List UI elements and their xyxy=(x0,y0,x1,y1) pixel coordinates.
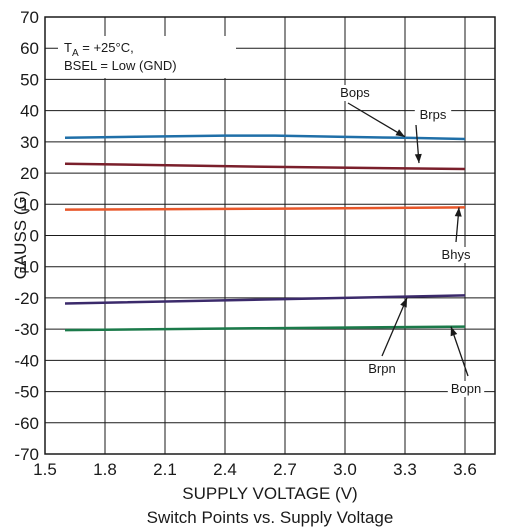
series-line-bopn xyxy=(64,325,466,332)
annotation-label-bops: Bops xyxy=(340,85,370,100)
series-line-bops xyxy=(64,134,466,141)
y-tick-label: -50 xyxy=(14,383,39,402)
conditions-line1-main: T xyxy=(64,40,72,55)
x-tick-label: 3.0 xyxy=(333,460,357,479)
x-tick-label: 2.4 xyxy=(213,460,237,479)
y-tick-label: 30 xyxy=(20,133,39,152)
x-tick-label: 3.6 xyxy=(453,460,477,479)
annotation-label-brpn: Brpn xyxy=(368,361,395,376)
series-line-brps xyxy=(64,162,466,171)
y-tick-label: 40 xyxy=(20,102,39,121)
y-axis-title: GAUSS (G) xyxy=(11,191,30,280)
annotation-label-brps: Brps xyxy=(420,107,447,122)
y-tick-label: -30 xyxy=(14,320,39,339)
series-line-bhys xyxy=(64,206,466,211)
y-tick-label: 20 xyxy=(20,164,39,183)
conditions-line2: BSEL = Low (GND) xyxy=(64,58,177,73)
annotation-arrow-bops xyxy=(347,102,406,138)
annotation-arrowhead-brpn xyxy=(400,297,407,308)
x-tick-label: 1.8 xyxy=(93,460,117,479)
annotation-arrow-brpn xyxy=(381,297,408,357)
y-tick-label: 0 xyxy=(30,227,39,246)
series-lines xyxy=(64,134,466,332)
annotation-label-bg xyxy=(363,361,401,377)
x-tick-label: 2.1 xyxy=(153,460,177,479)
y-tick-label: 70 xyxy=(20,8,39,27)
x-tick-labels: 1.5 1.8 2.1 2.4 2.7 3.0 3.3 3.6 xyxy=(33,460,477,479)
annotation-label-bg xyxy=(447,381,485,397)
conditions-line1: TA = +25°C, xyxy=(64,40,134,59)
conditions-box xyxy=(58,36,236,78)
annotation-arrowhead-bopn xyxy=(450,326,458,337)
annotation-label-bg xyxy=(437,247,475,263)
conditions-line1-sub: A xyxy=(72,48,79,59)
chart-title: Switch Points vs. Supply Voltage xyxy=(147,508,394,527)
y-tick-label: -60 xyxy=(14,414,39,433)
x-axis-title: SUPPLY VOLTAGE (V) xyxy=(182,484,357,503)
x-tick-label: 1.5 xyxy=(33,460,57,479)
y-tick-label: -20 xyxy=(14,289,39,308)
annotations: Bops Brps Bhys Brpn Bopn xyxy=(336,85,485,397)
annotation-label-bg xyxy=(336,85,374,101)
annotation-label-bg xyxy=(414,107,452,123)
x-tick-label: 2.7 xyxy=(273,460,297,479)
y-tick-label: 60 xyxy=(20,39,39,58)
annotation-arrowhead-bhys xyxy=(454,207,462,217)
y-tick-label: -70 xyxy=(14,445,39,464)
annotation-arrowhead-brps xyxy=(414,153,422,164)
plot-frame xyxy=(44,16,496,455)
series-line-brpn xyxy=(64,294,466,305)
y-tick-labels: 70 60 50 40 30 20 10 0 -10 -20 -30 -40 -50 -60 -70 xyxy=(14,8,39,464)
conditions-line1-rest: = +25°C, xyxy=(79,40,134,55)
annotation-arrowhead-bops xyxy=(395,129,405,137)
y-tick-label: -10 xyxy=(14,258,39,277)
y-tick-label: 10 xyxy=(20,195,39,214)
y-tick-label: 50 xyxy=(20,70,39,89)
annotation-label-bopn: Bopn xyxy=(451,381,481,396)
annotation-label-bhys: Bhys xyxy=(442,247,471,262)
x-tick-label: 3.3 xyxy=(393,460,417,479)
y-tick-label: -40 xyxy=(14,351,39,370)
